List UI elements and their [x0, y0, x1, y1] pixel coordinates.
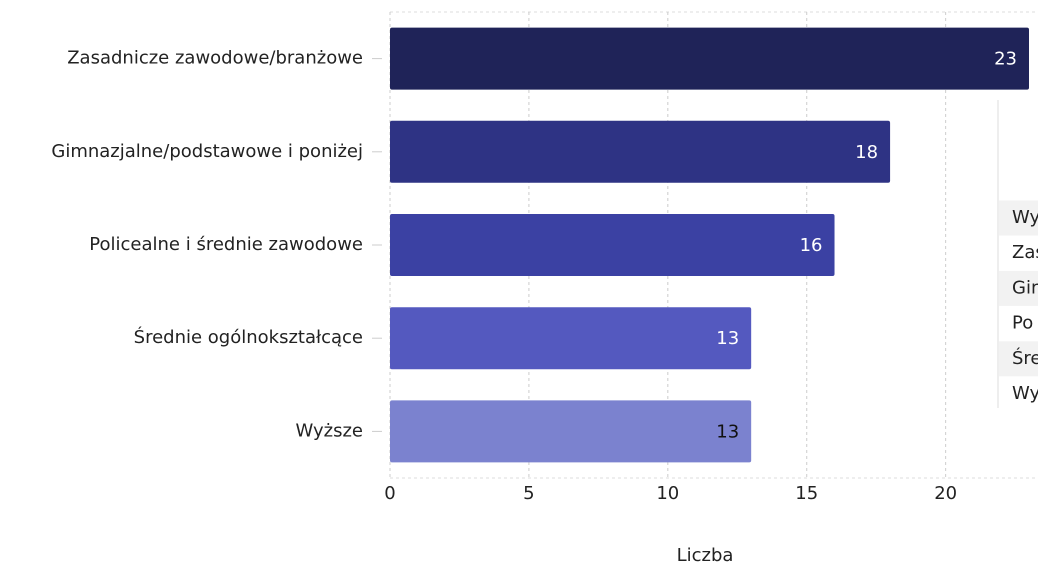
- bar: [390, 27, 1029, 90]
- value-label: 18: [855, 142, 878, 163]
- table-cell: Śre: [1012, 347, 1038, 369]
- y-tick-label: Gimnazjalne/podstawowe i poniżej: [51, 141, 363, 162]
- x-tick-label: 15: [795, 483, 818, 504]
- table-cell: Gim: [1012, 277, 1038, 298]
- table-row-bg: [999, 270, 1038, 306]
- bar: [390, 400, 752, 463]
- table-row-bg: [999, 341, 1038, 377]
- x-tick-label: 20: [934, 483, 957, 504]
- y-tick-label: Średnie ogólnokształcące: [134, 326, 363, 348]
- table-cell: Wy: [1012, 207, 1038, 228]
- value-label: 16: [800, 235, 823, 256]
- y-tick-label: Wyższe: [296, 420, 363, 441]
- value-label: 13: [716, 421, 739, 442]
- y-tick-label: Zasadnicze zawodowe/branżowe: [67, 48, 363, 69]
- bar: [390, 120, 891, 183]
- table-cell: Wy: [1012, 383, 1038, 404]
- bar: [390, 307, 752, 370]
- x-tick-label: 0: [384, 483, 395, 504]
- value-label: 13: [716, 328, 739, 349]
- value-label: 23: [994, 49, 1017, 70]
- table-row-bg: [999, 200, 1038, 236]
- y-tick-label: Policealne i średnie zawodowe: [89, 234, 363, 255]
- x-tick-label: 5: [523, 483, 534, 504]
- x-axis-label: Liczba: [677, 545, 734, 563]
- bar: [390, 214, 835, 276]
- table-cell: Zas: [1012, 242, 1038, 263]
- x-tick-label: 10: [656, 483, 679, 504]
- table-cell: Po: [1012, 313, 1033, 334]
